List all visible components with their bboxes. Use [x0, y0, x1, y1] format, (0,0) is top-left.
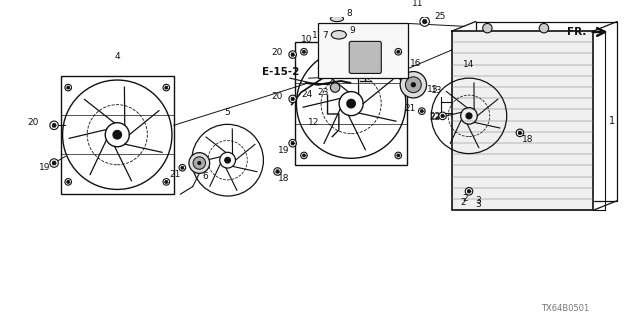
Circle shape: [52, 124, 56, 127]
Circle shape: [289, 95, 296, 103]
Text: 21: 21: [169, 170, 180, 179]
Circle shape: [181, 166, 184, 169]
Circle shape: [439, 112, 446, 120]
Bar: [318, 23, 408, 78]
Text: FR.: FR.: [566, 27, 586, 37]
Circle shape: [65, 84, 72, 91]
Circle shape: [163, 84, 170, 91]
Circle shape: [420, 17, 429, 26]
Circle shape: [67, 180, 70, 183]
Circle shape: [291, 141, 294, 145]
Circle shape: [467, 190, 470, 193]
Text: 10: 10: [301, 35, 313, 44]
Text: 23: 23: [317, 88, 328, 97]
Ellipse shape: [330, 16, 344, 21]
Text: 25: 25: [434, 12, 445, 21]
Polygon shape: [452, 31, 593, 210]
Text: 16: 16: [410, 59, 421, 68]
Circle shape: [165, 180, 168, 183]
Circle shape: [65, 179, 72, 185]
Text: 2: 2: [461, 198, 466, 207]
Text: 20: 20: [272, 48, 284, 57]
Ellipse shape: [332, 30, 346, 39]
Text: 12: 12: [308, 118, 319, 127]
Text: 8: 8: [346, 9, 352, 18]
Circle shape: [289, 140, 296, 147]
Text: 5: 5: [225, 108, 230, 117]
Circle shape: [50, 159, 58, 167]
Text: 14: 14: [463, 60, 475, 69]
Text: 22: 22: [429, 113, 441, 122]
Text: 18: 18: [522, 135, 533, 144]
Text: 7: 7: [322, 31, 328, 40]
Circle shape: [483, 23, 492, 33]
Circle shape: [330, 83, 340, 92]
Circle shape: [420, 110, 423, 113]
Circle shape: [274, 168, 282, 175]
Circle shape: [193, 157, 205, 169]
Circle shape: [397, 154, 400, 157]
Circle shape: [405, 77, 421, 93]
Circle shape: [466, 113, 472, 119]
Text: 24: 24: [301, 90, 312, 99]
FancyBboxPatch shape: [349, 41, 381, 73]
Text: 17: 17: [312, 31, 324, 40]
Circle shape: [400, 72, 426, 98]
Circle shape: [516, 129, 524, 137]
Circle shape: [422, 20, 427, 24]
Text: TX64B0501: TX64B0501: [541, 304, 589, 313]
Text: 6: 6: [202, 172, 208, 181]
Text: 20: 20: [272, 92, 284, 101]
Text: E-15-2: E-15-2: [262, 67, 299, 77]
Circle shape: [301, 48, 307, 55]
Circle shape: [67, 86, 70, 89]
Circle shape: [518, 131, 522, 134]
Circle shape: [301, 152, 307, 159]
Text: 21: 21: [405, 104, 416, 113]
Text: 19: 19: [39, 163, 51, 172]
Text: 4: 4: [115, 52, 120, 61]
Text: 13: 13: [431, 86, 443, 95]
Text: 19: 19: [278, 146, 289, 155]
Circle shape: [395, 48, 401, 55]
Circle shape: [303, 50, 305, 53]
Circle shape: [189, 153, 210, 173]
Text: 22: 22: [429, 112, 441, 121]
Text: 2: 2: [463, 194, 468, 203]
Circle shape: [540, 23, 548, 33]
Text: 15: 15: [355, 25, 366, 34]
Circle shape: [397, 50, 400, 53]
Circle shape: [465, 188, 473, 195]
Circle shape: [395, 152, 401, 159]
Circle shape: [163, 179, 170, 185]
Text: 1: 1: [609, 116, 614, 125]
Circle shape: [52, 161, 56, 165]
Circle shape: [165, 86, 168, 89]
Circle shape: [276, 170, 279, 173]
Circle shape: [291, 97, 294, 100]
Circle shape: [441, 114, 444, 117]
Circle shape: [411, 82, 416, 87]
Circle shape: [347, 100, 355, 108]
Circle shape: [225, 157, 230, 163]
Text: 18: 18: [278, 174, 290, 183]
Text: 13: 13: [428, 85, 439, 94]
Text: 3: 3: [476, 200, 481, 209]
Text: 20: 20: [28, 118, 39, 127]
Circle shape: [50, 121, 58, 130]
Text: 9: 9: [349, 26, 355, 35]
Circle shape: [303, 154, 305, 157]
Circle shape: [197, 161, 202, 165]
Bar: [296, 42, 407, 165]
Text: 11: 11: [412, 0, 424, 9]
Circle shape: [291, 53, 294, 56]
Bar: [61, 76, 174, 194]
Circle shape: [179, 164, 186, 171]
Circle shape: [113, 131, 122, 139]
Circle shape: [419, 108, 425, 115]
Circle shape: [289, 51, 296, 58]
Text: 3: 3: [476, 196, 481, 204]
